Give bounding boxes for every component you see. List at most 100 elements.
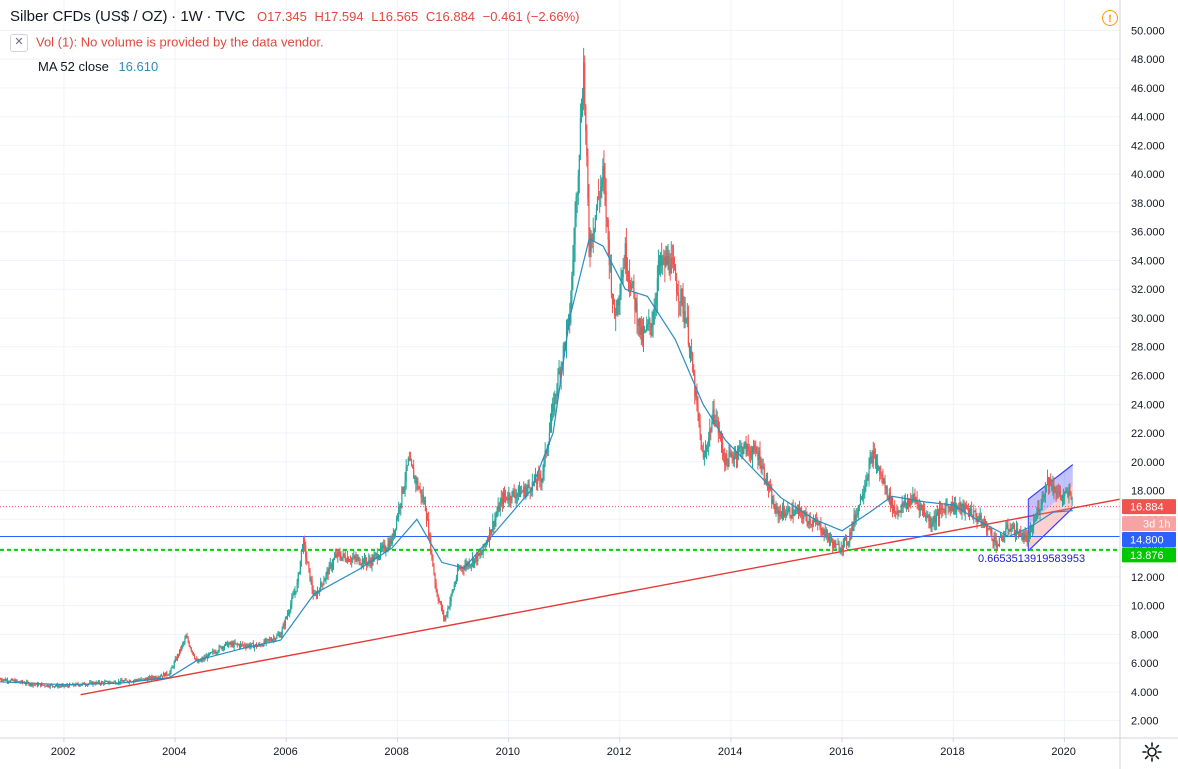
candle-body [825, 529, 827, 537]
candle-body [43, 685, 45, 686]
candle-body [357, 557, 359, 559]
candle-body [511, 491, 513, 501]
candle-body [165, 672, 167, 677]
candle-body [714, 420, 716, 423]
candle-body [356, 557, 358, 560]
candle-body [937, 511, 940, 519]
candle-body [583, 62, 585, 101]
candle-body [627, 275, 630, 277]
candle-body [658, 260, 661, 267]
candle-body [517, 487, 520, 494]
candle-body [339, 553, 341, 558]
candle-body [607, 219, 609, 240]
candle-body [671, 257, 673, 259]
warning-icon[interactable]: ! [1102, 10, 1118, 26]
candle-body [91, 681, 93, 685]
candle-body [207, 653, 210, 659]
candle-body [440, 603, 443, 610]
y-tick-label: 36.000 [1131, 227, 1165, 239]
candle-body [672, 258, 675, 266]
candle-body [438, 600, 440, 602]
candle-body [594, 215, 596, 229]
candle-body [975, 511, 977, 518]
candle-body [765, 475, 768, 484]
candle-body [342, 553, 344, 557]
candle-body [998, 537, 1001, 547]
candle-body [987, 528, 989, 532]
candle-body [802, 515, 804, 520]
candle-body [979, 514, 981, 520]
candle-body [1061, 496, 1064, 500]
current-price-badge-label: 16.884 [1130, 502, 1164, 514]
candle-body [111, 682, 113, 684]
candle-body [423, 500, 425, 502]
candle-body [1040, 505, 1042, 510]
candle-body [693, 370, 695, 376]
candle-body [321, 582, 323, 584]
candle-body [895, 512, 897, 514]
candle-body [17, 681, 19, 683]
candle-body [1023, 536, 1025, 540]
candle-body [824, 529, 826, 537]
candle-body [810, 523, 812, 525]
candle-body [685, 319, 687, 324]
candle-body [182, 643, 184, 646]
candle-body [388, 543, 390, 549]
candle-body [221, 646, 223, 649]
candle-body [220, 646, 222, 649]
candle-body [84, 684, 87, 686]
candle-body [730, 453, 732, 455]
candle-body [839, 549, 841, 551]
candle-body [93, 682, 95, 684]
candle-body [64, 685, 66, 687]
candle-body [115, 683, 118, 685]
y-tick-label: 2.000 [1131, 716, 1159, 728]
candle-body [736, 454, 739, 459]
channel-lower-fill [1028, 486, 1073, 551]
candle-body [417, 480, 419, 489]
candle-body [253, 645, 255, 649]
candle-body [370, 562, 372, 566]
candle-body [391, 534, 393, 544]
x-tick-label: 2004 [162, 746, 186, 758]
candle-body [964, 504, 966, 514]
candle-body [79, 685, 81, 687]
candle-body [703, 455, 706, 458]
candle-body [198, 660, 200, 663]
candle-body [980, 514, 982, 525]
candle-body [112, 681, 114, 683]
candle-body [126, 680, 128, 682]
candle-body [945, 505, 947, 514]
gear-icon[interactable] [1140, 740, 1164, 764]
candle-body [11, 679, 13, 681]
candle-body [933, 516, 935, 523]
candle-body [678, 295, 680, 302]
candle-body [3, 679, 5, 680]
candle-body [689, 350, 692, 352]
candle-body [625, 243, 627, 270]
candle-body [883, 480, 885, 484]
candle-body [557, 373, 559, 392]
candle-body [747, 444, 749, 451]
candle-body [211, 652, 213, 653]
candle-body [453, 584, 455, 590]
candle-body [213, 651, 215, 653]
candle-body [161, 675, 164, 677]
candle-body [847, 544, 849, 546]
candle-body [400, 503, 402, 509]
candle-body [836, 544, 838, 545]
candle-body [510, 499, 512, 501]
candle-body [575, 196, 577, 219]
candle-body [955, 502, 957, 512]
candle-body [82, 682, 84, 684]
candle-body [918, 504, 920, 511]
candle-body [641, 326, 644, 342]
candle-body [1050, 478, 1052, 486]
candle-body [788, 508, 790, 510]
candle-body [180, 649, 182, 651]
candle-body [212, 651, 214, 653]
candle-body [20, 680, 22, 683]
candle-body [228, 644, 230, 647]
candle-body [525, 490, 527, 497]
